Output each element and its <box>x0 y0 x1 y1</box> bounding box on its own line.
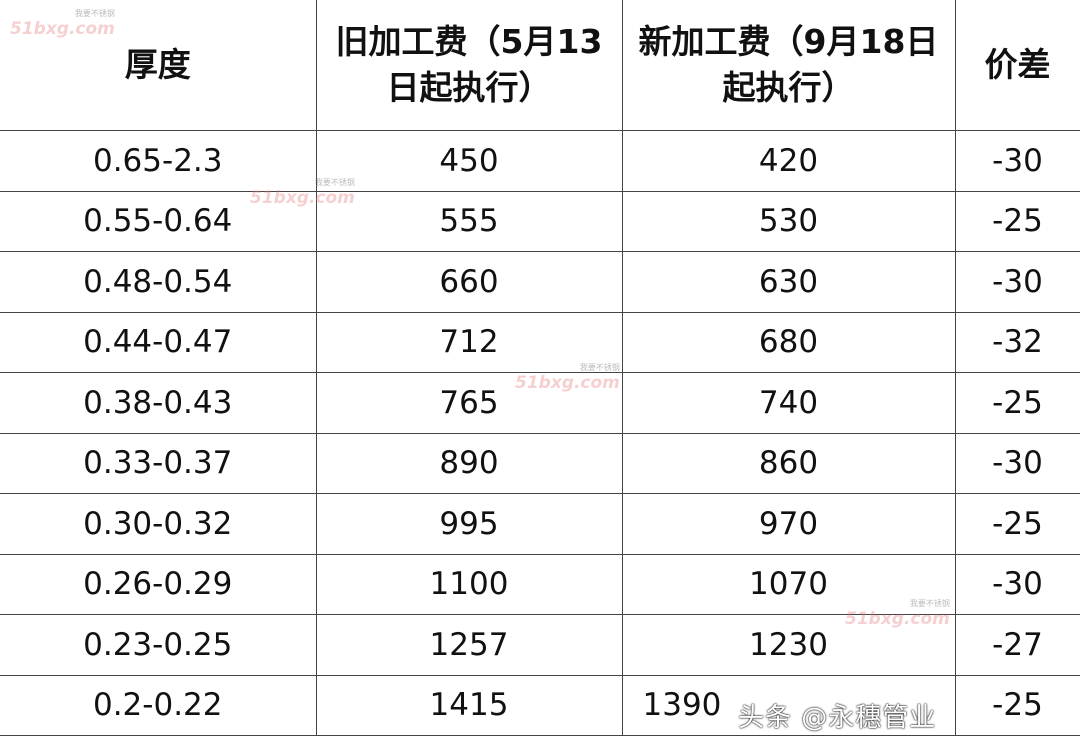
cell-diff: -30 <box>954 432 1080 494</box>
cell-thickness: 0.33-0.37 <box>0 432 317 494</box>
table-row: 0.2-0.22 1415 1390 -25 <box>0 674 1080 736</box>
cell-new-fee: 680 <box>621 311 956 373</box>
credit-watermark: 头条 @永穗管业 <box>738 703 937 733</box>
cell-thickness: 0.26-0.29 <box>0 553 317 615</box>
cell-new-fee: 740 <box>621 372 956 434</box>
cell-old-fee: 1100 <box>315 553 623 615</box>
table-row: 0.48-0.54 660 630 -30 <box>0 251 1080 313</box>
header-diff: 价差 <box>954 0 1080 131</box>
cell-new-fee: 970 <box>621 493 956 555</box>
cell-new-fee: 630 <box>621 251 956 313</box>
table-row: 0.23-0.25 1257 1230 -27 <box>0 614 1080 676</box>
cell-thickness: 0.2-0.22 <box>0 674 317 736</box>
header-new-fee: 新加工费（9月18日起执行） <box>621 0 956 131</box>
table-row: 0.30-0.32 995 970 -25 <box>0 493 1080 555</box>
header-row: 厚度 旧加工费（5月13日起执行） 新加工费（9月18日起执行） 价差 <box>0 0 1080 131</box>
table-row: 0.55-0.64 555 530 -25 <box>0 190 1080 252</box>
cell-diff: -27 <box>954 614 1080 676</box>
cell-diff: -30 <box>954 251 1080 313</box>
cell-diff: -25 <box>954 674 1080 736</box>
cell-old-fee: 450 <box>315 130 623 192</box>
cell-old-fee: 712 <box>315 311 623 373</box>
cell-old-fee: 1415 <box>315 674 623 736</box>
table-row: 0.65-2.3 450 420 -30 <box>0 130 1080 192</box>
cell-old-fee: 1257 <box>315 614 623 676</box>
cell-thickness: 0.48-0.54 <box>0 251 317 313</box>
header-old-fee: 旧加工费（5月13日起执行） <box>315 0 623 131</box>
cell-diff: -32 <box>954 311 1080 373</box>
cell-new-fee: 860 <box>621 432 956 494</box>
cell-diff: -25 <box>954 372 1080 434</box>
cell-new-fee: 1390 <box>621 674 956 736</box>
cell-diff: -25 <box>954 493 1080 555</box>
cell-diff: -25 <box>954 190 1080 252</box>
table-row: 0.33-0.37 890 860 -30 <box>0 432 1080 494</box>
cell-thickness: 0.55-0.64 <box>0 190 317 252</box>
cell-new-fee: 420 <box>621 130 956 192</box>
cell-thickness: 0.65-2.3 <box>0 130 317 192</box>
table-row: 0.26-0.29 1100 1070 -30 <box>0 553 1080 615</box>
cell-thickness: 0.44-0.47 <box>0 311 317 373</box>
cell-diff: -30 <box>954 553 1080 615</box>
table-row: 0.38-0.43 765 740 -25 <box>0 372 1080 434</box>
header-thickness: 厚度 <box>0 0 317 131</box>
cell-old-fee: 555 <box>315 190 623 252</box>
table-row: 0.44-0.47 712 680 -32 <box>0 311 1080 373</box>
cell-thickness: 0.38-0.43 <box>0 372 317 434</box>
cell-diff: -30 <box>954 130 1080 192</box>
cell-old-fee: 995 <box>315 493 623 555</box>
cell-old-fee: 890 <box>315 432 623 494</box>
cell-new-fee: 1070 <box>621 553 956 615</box>
cell-new-fee: 1230 <box>621 614 956 676</box>
cell-new-fee: 530 <box>621 190 956 252</box>
cell-old-fee: 660 <box>315 251 623 313</box>
cell-thickness: 0.30-0.32 <box>0 493 317 555</box>
cell-thickness: 0.23-0.25 <box>0 614 317 676</box>
cell-old-fee: 765 <box>315 372 623 434</box>
